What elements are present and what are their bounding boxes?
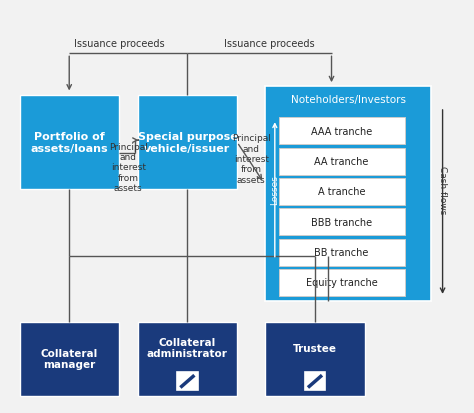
Text: AAA tranche: AAA tranche [311, 126, 372, 136]
Text: Trustee: Trustee [293, 343, 337, 353]
FancyBboxPatch shape [19, 95, 119, 190]
FancyBboxPatch shape [265, 322, 365, 396]
Text: Issuance proceeds: Issuance proceeds [73, 39, 164, 49]
Text: A tranche: A tranche [318, 187, 365, 197]
Text: BBB tranche: BBB tranche [311, 217, 372, 227]
Text: Principal
and
interest
from
assets: Principal and interest from assets [232, 134, 271, 184]
Text: Equity tranche: Equity tranche [306, 278, 378, 288]
FancyBboxPatch shape [138, 95, 237, 190]
Text: Losses: Losses [270, 175, 279, 205]
FancyBboxPatch shape [279, 178, 405, 206]
FancyBboxPatch shape [265, 87, 431, 301]
FancyBboxPatch shape [279, 269, 405, 296]
FancyBboxPatch shape [279, 239, 405, 266]
Text: Cash flows: Cash flows [438, 166, 447, 214]
Text: Issuance proceeds: Issuance proceeds [224, 39, 314, 49]
Text: Collateral
manager: Collateral manager [41, 348, 98, 370]
Text: Special purpose
vehicle/issuer: Special purpose vehicle/issuer [137, 132, 237, 154]
Text: AA tranche: AA tranche [314, 157, 369, 167]
FancyBboxPatch shape [138, 322, 237, 396]
FancyBboxPatch shape [279, 118, 405, 145]
Text: Portfolio of
assets/loans: Portfolio of assets/loans [30, 132, 108, 154]
FancyBboxPatch shape [279, 148, 405, 175]
FancyBboxPatch shape [19, 322, 119, 396]
Text: Principal
and
interest
from
assets: Principal and interest from assets [109, 142, 148, 192]
Text: BB tranche: BB tranche [314, 247, 369, 257]
Bar [305, 373, 325, 391]
Bar [177, 373, 198, 391]
FancyBboxPatch shape [279, 209, 405, 236]
Text: Noteholders/Investors: Noteholders/Investors [291, 95, 406, 104]
Text: Collateral
administrator: Collateral administrator [147, 337, 228, 358]
